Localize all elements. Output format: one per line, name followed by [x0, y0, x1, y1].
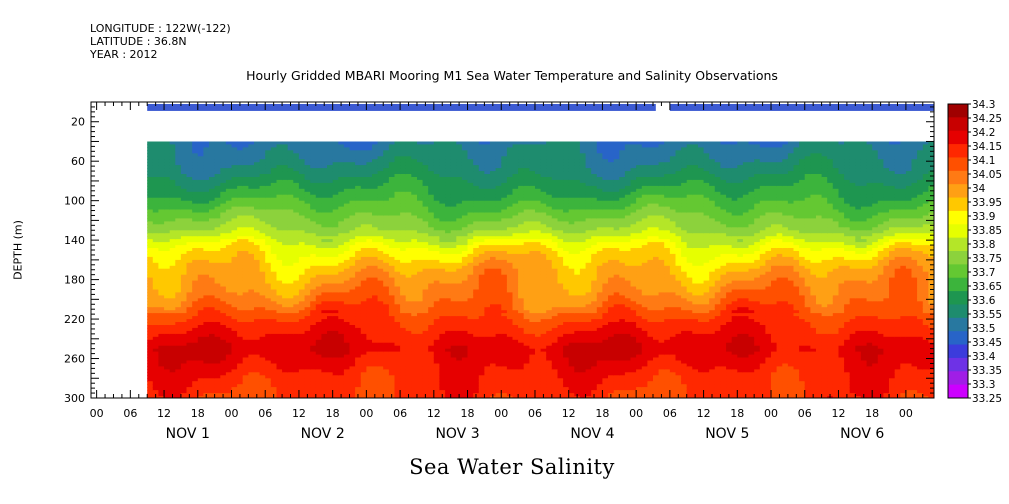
x-day-label: NOV 5	[705, 426, 749, 442]
colorbar-label: 33.4	[972, 351, 996, 363]
x-day-label: NOV 1	[166, 426, 210, 442]
colorbar-swatch	[948, 331, 968, 346]
x-day-label: NOV 3	[435, 426, 479, 442]
chart-title: Hourly Gridded MBARI Mooring M1 Sea Wate…	[246, 68, 778, 83]
y-tick-label: 140	[64, 234, 85, 247]
y-axis: 20 60 100 140 180 220 260 300	[64, 101, 934, 405]
x-hour-label: 12	[292, 407, 306, 420]
y-tick-label: 100	[64, 195, 85, 208]
y-tick-label: 260	[64, 353, 85, 366]
colorbar-label: 33.5	[972, 323, 995, 335]
top-strip-segment	[669, 104, 934, 111]
metadata-block: LONGITUDE : 122W(-122) LATITUDE : 36.8N …	[90, 22, 231, 61]
colorbar-label: 33.9	[972, 211, 995, 223]
colorbar-swatch	[948, 304, 968, 319]
x-hour-label: 06	[663, 407, 677, 420]
colorbar: 34.3 34.25 34.2 34.15 34.1 34.05 34 33.95 33.9 33…	[947, 99, 1002, 405]
colorbar-swatch	[948, 344, 968, 359]
x-hour-label: 12	[427, 407, 441, 420]
x-hour-label: 06	[528, 407, 542, 420]
colorbar-label: 34.05	[972, 169, 1002, 181]
x-hour-label: 18	[326, 407, 340, 420]
colorbar-swatch	[948, 130, 968, 145]
x-hour-label: 00	[359, 407, 373, 420]
x-hour-label: 12	[697, 407, 711, 420]
x-hour-label: 18	[730, 407, 744, 420]
colorbar-swatch	[948, 184, 968, 199]
x-hour-label: 18	[191, 407, 205, 420]
colorbar-swatch	[948, 170, 968, 185]
colorbar-label: 34	[972, 183, 986, 195]
colorbar-swatch	[948, 237, 968, 252]
x-hour-label: 12	[562, 407, 576, 420]
x-hour-label: 18	[595, 407, 609, 420]
colorbar-label: 33.45	[972, 337, 1002, 349]
colorbar-label: 33.75	[972, 253, 1002, 265]
x-hour-label: 18	[461, 407, 475, 420]
top-strip-segment	[147, 104, 656, 111]
colorbar-label: 33.35	[972, 365, 1002, 377]
colorbar-swatch	[948, 157, 968, 172]
colorbar-label: 34.2	[972, 127, 995, 139]
x-hour-label: 00	[629, 407, 643, 420]
longitude-label: LONGITUDE : 122W(-122)	[90, 22, 231, 35]
x-axis: 00 06 12 18 00 06 12 18 00 06 12 18 00 06 12 18 00 06 12 18…	[90, 102, 924, 442]
plot-area	[90, 101, 935, 399]
colorbar-swatch	[948, 264, 968, 279]
colorbar-label: 33.95	[972, 197, 1002, 209]
x-axis-title: Sea Water Salinity	[409, 455, 615, 479]
x-hour-label: 12	[157, 407, 171, 420]
colorbar-swatch	[948, 144, 968, 158]
x-hour-label: 18	[865, 407, 879, 420]
colorbar-label: 33.8	[972, 239, 995, 251]
x-hour-label: 00	[90, 407, 104, 420]
x-day-label: NOV 4	[570, 426, 614, 442]
colorbar-swatch	[948, 251, 968, 265]
colorbar-swatch	[948, 224, 968, 239]
colorbar-swatch	[948, 317, 968, 332]
x-hour-label: 00	[494, 407, 508, 420]
colorbar-label: 33.3	[972, 379, 995, 391]
colorbar-swatch	[948, 357, 968, 372]
colorbar-swatch	[948, 117, 968, 132]
colorbar-swatch	[948, 291, 968, 305]
colorbar-label: 33.7	[972, 267, 995, 279]
x-hour-label: 00	[225, 407, 239, 420]
colorbar-swatch	[948, 104, 968, 118]
latitude-label: LATITUDE : 36.8N	[90, 35, 187, 48]
y-tick-label: 60	[71, 155, 85, 168]
colorbar-label: 33.85	[972, 225, 1002, 237]
colorbar-label: 33.65	[972, 281, 1002, 293]
colorbar-swatch	[948, 197, 968, 212]
y-tick-label: 20	[71, 116, 85, 129]
x-hour-label: 06	[258, 407, 272, 420]
colorbar-swatch	[948, 371, 968, 386]
x-day-label: NOV 2	[301, 426, 345, 442]
colorbar-label: 34.25	[972, 113, 1002, 125]
x-hour-label: 06	[798, 407, 812, 420]
x-hour-label: 06	[123, 407, 137, 420]
y-tick-label: 300	[64, 392, 85, 405]
x-day-label: NOV 6	[840, 426, 884, 442]
colorbar-swatch	[948, 210, 968, 225]
colorbar-swatch	[948, 384, 968, 399]
x-hour-label: 12	[831, 407, 845, 420]
x-hour-label: 06	[393, 407, 407, 420]
year-label: YEAR : 2012	[90, 48, 158, 61]
y-tick-label: 220	[64, 313, 85, 326]
colorbar-label: 33.25	[972, 393, 1002, 405]
colorbar-swatch	[948, 277, 968, 292]
x-hour-label: 00	[899, 407, 913, 420]
colorbar-label: 34.15	[972, 141, 1002, 153]
colorbar-label: 33.55	[972, 309, 1002, 321]
colorbar-label: 34.1	[972, 155, 995, 167]
colorbar-label: 34.3	[972, 99, 995, 111]
y-tick-label: 180	[64, 274, 85, 287]
colorbar-label: 33.6	[972, 295, 996, 307]
x-hour-label: 00	[764, 407, 778, 420]
